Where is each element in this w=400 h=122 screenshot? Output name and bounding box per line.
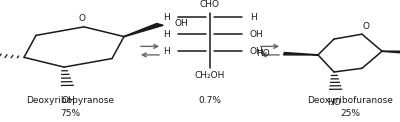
Text: H: H: [163, 47, 170, 56]
Text: O: O: [78, 14, 86, 23]
Text: OH: OH: [61, 96, 75, 105]
Text: H: H: [163, 30, 170, 39]
Text: 0.7%: 0.7%: [198, 96, 222, 105]
Text: H: H: [250, 13, 257, 22]
Text: O: O: [362, 22, 370, 31]
Text: OH: OH: [250, 47, 264, 56]
Text: Deoxyribofuranose: Deoxyribofuranose: [307, 96, 393, 105]
Text: CHO: CHO: [200, 0, 220, 9]
Text: CH₂OH: CH₂OH: [195, 71, 225, 80]
Text: Deoxyribopyranose: Deoxyribopyranose: [26, 96, 114, 105]
Polygon shape: [382, 51, 400, 54]
Text: HO: HO: [256, 49, 270, 58]
Polygon shape: [124, 24, 163, 37]
Text: 75%: 75%: [60, 109, 80, 118]
Text: OH: OH: [174, 19, 188, 28]
Text: HO: HO: [327, 98, 341, 107]
Polygon shape: [284, 52, 318, 55]
Text: OH: OH: [250, 30, 264, 39]
Text: H: H: [163, 13, 170, 22]
Text: 25%: 25%: [340, 109, 360, 118]
